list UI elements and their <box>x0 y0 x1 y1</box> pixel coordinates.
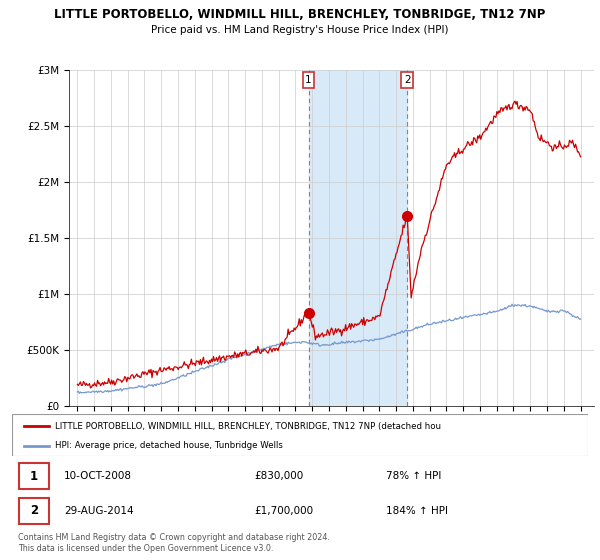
Text: 78% ↑ HPI: 78% ↑ HPI <box>386 471 442 481</box>
Text: HPI: Average price, detached house, Tunbridge Wells: HPI: Average price, detached house, Tunb… <box>55 441 283 450</box>
Text: 29-AUG-2014: 29-AUG-2014 <box>64 506 133 516</box>
Text: 2: 2 <box>30 505 38 517</box>
Text: 184% ↑ HPI: 184% ↑ HPI <box>386 506 448 516</box>
Text: Price paid vs. HM Land Registry's House Price Index (HPI): Price paid vs. HM Land Registry's House … <box>151 25 449 35</box>
Text: £1,700,000: £1,700,000 <box>254 506 313 516</box>
Text: £830,000: £830,000 <box>254 471 303 481</box>
Bar <box>19 498 49 524</box>
Bar <box>19 463 49 489</box>
Text: 1: 1 <box>30 469 38 483</box>
Text: 10-OCT-2008: 10-OCT-2008 <box>64 471 132 481</box>
Text: 1: 1 <box>305 75 312 85</box>
Text: LITTLE PORTOBELLO, WINDMILL HILL, BRENCHLEY, TONBRIDGE, TN12 7NP (detached hou: LITTLE PORTOBELLO, WINDMILL HILL, BRENCH… <box>55 422 441 431</box>
Bar <box>308 70 407 406</box>
Text: Contains HM Land Registry data © Crown copyright and database right 2024.
This d: Contains HM Land Registry data © Crown c… <box>18 533 330 553</box>
Text: LITTLE PORTOBELLO, WINDMILL HILL, BRENCHLEY, TONBRIDGE, TN12 7NP: LITTLE PORTOBELLO, WINDMILL HILL, BRENCH… <box>55 8 545 21</box>
Text: 2: 2 <box>404 75 410 85</box>
